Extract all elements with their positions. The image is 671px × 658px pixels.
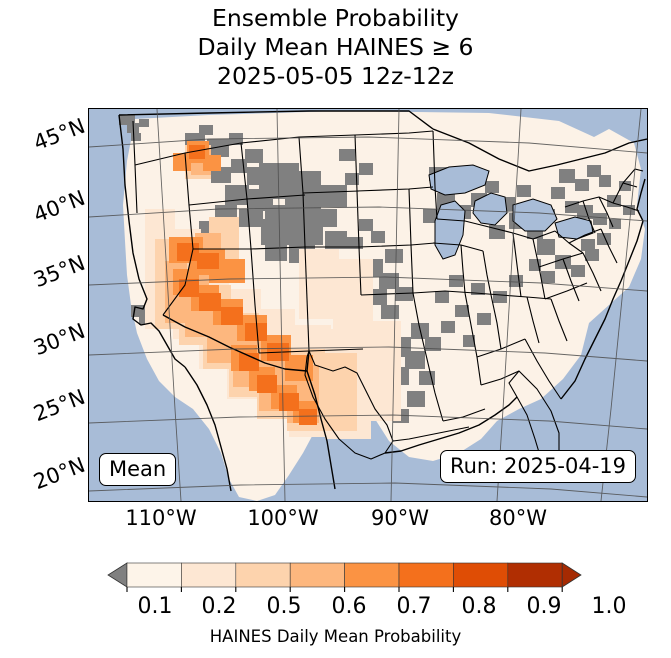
lat-label-35n: 35°N	[30, 250, 89, 293]
colorbar-over-arrow	[561, 562, 582, 588]
lat-label-40n: 40°N	[30, 185, 89, 228]
colorbar-tick-3: 0.6	[331, 594, 367, 619]
figure-title: Ensemble Probability Daily Mean HAINES ≥…	[0, 4, 671, 91]
colorbar-axis-label: HAINES Daily Mean Probability	[209, 627, 462, 646]
colorbar-tick-1: 0.2	[201, 594, 237, 619]
state-boundaries	[132, 120, 644, 466]
colorbar-tick-0: 0.1	[137, 594, 173, 619]
colorbar-tick-6: 0.9	[526, 594, 562, 619]
title-line-2: Daily Mean HAINES ≥ 6	[197, 33, 474, 61]
lat-label-20n: 20°N	[30, 452, 89, 495]
colorbar-tick-2: 0.5	[266, 594, 302, 619]
colorbar-tick-5: 0.8	[461, 594, 497, 619]
run-label-box: Run: 2025-04-19	[439, 450, 636, 483]
mean-label-box: Mean	[99, 453, 177, 486]
map-graphic	[89, 109, 647, 501]
colorbar-under-arrow	[107, 562, 128, 588]
lon-label-90w: 90°W	[371, 506, 429, 530]
lat-label-45n: 45°N	[30, 113, 89, 156]
colorbar-graphic	[107, 562, 582, 592]
lat-label-30n: 30°N	[30, 318, 89, 361]
colorbar-tick-7: 1.0	[591, 594, 627, 619]
title-line-1: Ensemble Probability	[212, 4, 459, 32]
lon-label-110w: 110°W	[125, 506, 197, 530]
colorbar[interactable]: 0.1 0.2 0.5 0.6 0.7 0.8 0.9 1.0 HAINES D…	[0, 551, 671, 658]
lat-label-25n: 25°N	[30, 384, 89, 427]
colorbar-tick-4: 0.7	[396, 594, 432, 619]
lon-label-80w: 80°W	[489, 506, 547, 530]
lon-label-100w: 100°W	[247, 506, 319, 530]
map-panel[interactable]: Mean Run: 2025-04-19	[88, 108, 648, 502]
coastline	[118, 110, 647, 492]
title-line-3: 2025-05-05 12z-12z	[217, 62, 454, 90]
colorbar-ticks	[126, 587, 563, 592]
map-gridlines	[89, 109, 647, 501]
map-raster-clip	[89, 109, 647, 501]
